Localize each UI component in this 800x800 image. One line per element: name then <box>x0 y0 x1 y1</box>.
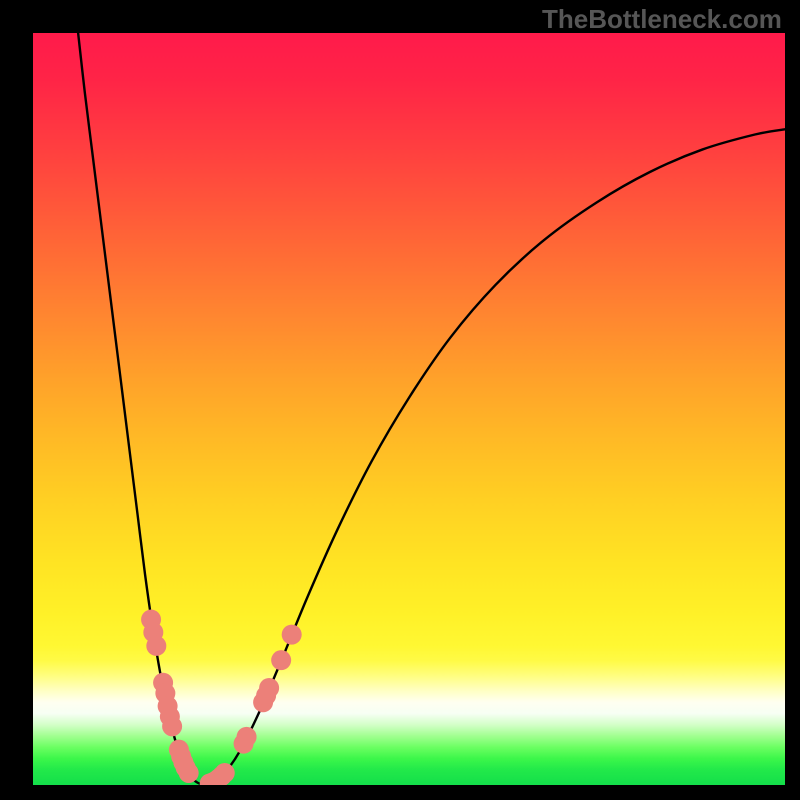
chart-frame <box>30 30 788 788</box>
curve-segment <box>78 33 205 785</box>
data-marker <box>215 763 235 783</box>
bottleneck-curve <box>33 33 785 785</box>
watermark-text: TheBottleneck.com <box>542 4 782 35</box>
data-marker <box>271 650 291 670</box>
data-marker <box>237 727 257 747</box>
data-marker <box>282 625 302 645</box>
data-marker <box>146 636 166 656</box>
data-marker <box>259 678 279 698</box>
data-marker <box>162 716 182 736</box>
data-marker <box>179 763 199 783</box>
curve-segment <box>205 129 785 785</box>
